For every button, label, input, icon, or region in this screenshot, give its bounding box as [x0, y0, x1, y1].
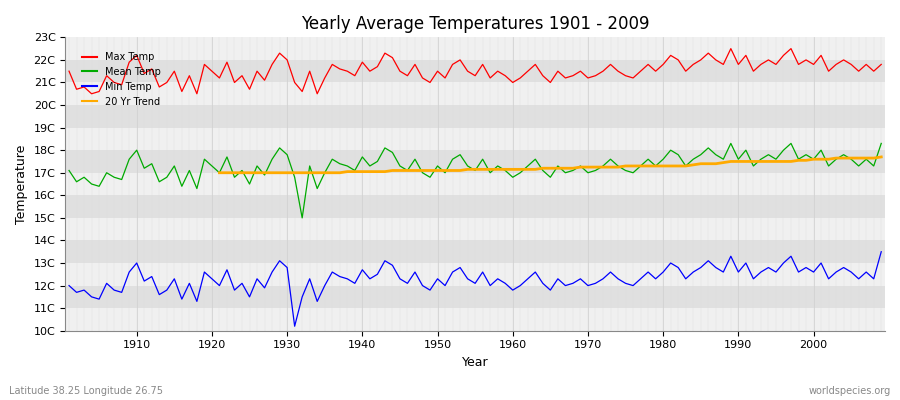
Bar	[66, 105, 885, 128]
Bar	[66, 218, 885, 240]
Bar	[66, 240, 885, 263]
Bar	[66, 173, 885, 195]
Bar	[66, 263, 885, 286]
Bar	[66, 37, 885, 60]
Bar	[66, 195, 885, 218]
X-axis label: Year: Year	[462, 356, 489, 369]
Title: Yearly Average Temperatures 1901 - 2009: Yearly Average Temperatures 1901 - 2009	[301, 15, 650, 33]
Bar	[66, 150, 885, 173]
Legend: Max Temp, Mean Temp, Min Temp, 20 Yr Trend: Max Temp, Mean Temp, Min Temp, 20 Yr Tre…	[78, 48, 165, 110]
Text: Latitude 38.25 Longitude 26.75: Latitude 38.25 Longitude 26.75	[9, 386, 163, 396]
Y-axis label: Temperature: Temperature	[15, 144, 28, 224]
Bar	[66, 128, 885, 150]
Bar	[66, 82, 885, 105]
Bar	[66, 60, 885, 82]
Text: worldspecies.org: worldspecies.org	[809, 386, 891, 396]
Bar	[66, 308, 885, 331]
Bar	[66, 286, 885, 308]
